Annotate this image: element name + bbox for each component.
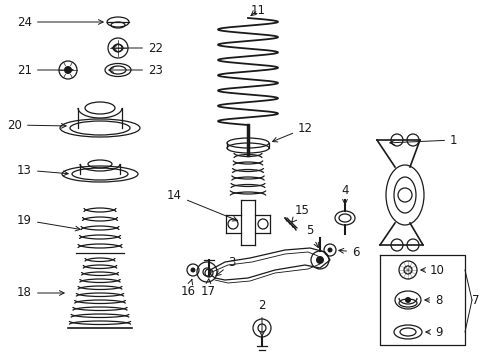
Text: 19: 19 [17, 213, 80, 231]
Text: 23: 23 [109, 63, 163, 77]
Circle shape [315, 256, 324, 264]
Text: 21: 21 [17, 63, 73, 77]
Text: 5: 5 [305, 224, 318, 248]
Text: 7: 7 [471, 293, 479, 306]
Text: 22: 22 [112, 41, 163, 54]
Circle shape [327, 248, 332, 252]
Text: 10: 10 [420, 264, 444, 276]
Text: 14: 14 [167, 189, 237, 221]
Text: 6: 6 [338, 246, 359, 258]
Text: 15: 15 [291, 203, 309, 222]
Text: 8: 8 [424, 293, 442, 306]
Text: 20: 20 [7, 118, 66, 131]
Circle shape [190, 267, 195, 273]
Text: 13: 13 [17, 163, 68, 176]
Text: 2: 2 [258, 299, 265, 336]
Text: 9: 9 [425, 325, 442, 338]
Text: 18: 18 [17, 287, 64, 300]
Circle shape [64, 66, 72, 74]
Text: 4: 4 [341, 184, 348, 204]
Text: 3: 3 [216, 256, 235, 276]
Text: 24: 24 [17, 15, 103, 28]
Text: 11: 11 [250, 4, 265, 17]
Text: 17: 17 [200, 279, 215, 298]
Text: 1: 1 [389, 134, 457, 147]
Text: 12: 12 [272, 122, 312, 142]
Circle shape [404, 297, 410, 303]
Text: 16: 16 [180, 279, 195, 298]
